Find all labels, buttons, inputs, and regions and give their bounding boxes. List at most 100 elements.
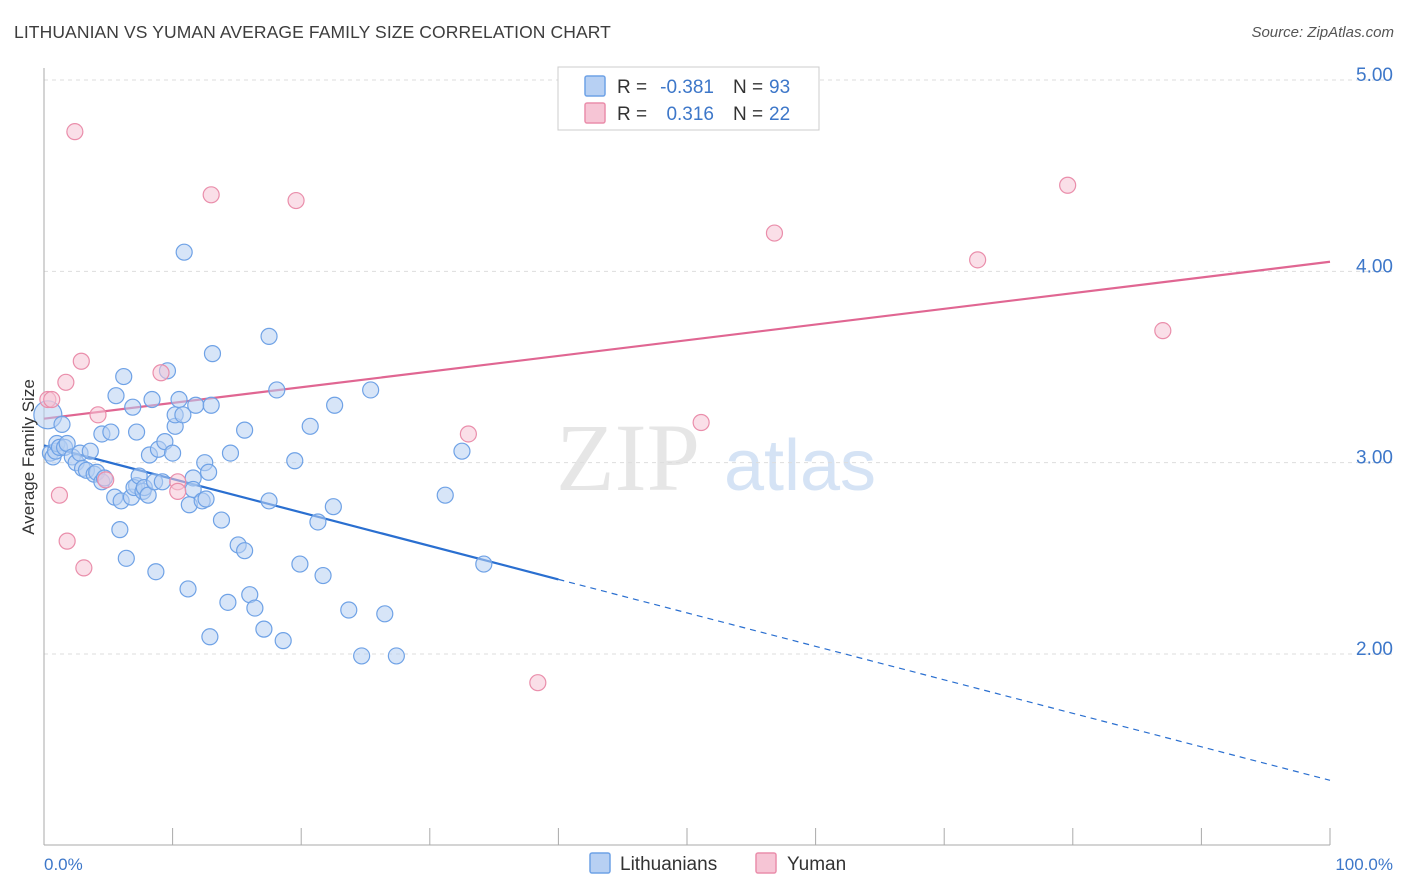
point-lithuanians [236,542,254,560]
point-yuman [50,486,69,504]
point-lithuanians [201,628,219,646]
correlation-legend: R = -0.381 N = 93 R = 0.316 N = 22 [557,66,820,131]
point-yuman [1154,322,1172,340]
point-lithuanians [314,566,332,585]
legend-n-label-2: N = [733,104,763,125]
point-lithuanians [260,327,278,345]
trend-line-lithuanians [43,444,559,581]
y-axis-label: Average Family Size [19,379,38,535]
point-lithuanians [475,555,493,573]
data-points [33,123,1172,692]
y-tick-label: 4.00 [1356,256,1393,277]
point-lithuanians [197,490,215,508]
point-lithuanians [236,421,254,439]
legend-r-label-2: R = [617,104,647,125]
bottom-legend-label-lithuanians: Lithuanians [620,854,717,875]
point-lithuanians [326,396,344,414]
point-lithuanians [127,423,146,441]
point-yuman [75,559,93,577]
point-yuman [89,406,107,424]
legend-n-label-1: N = [733,77,763,98]
point-lithuanians [147,563,165,581]
point-yuman [692,413,710,432]
point-lithuanians [376,605,394,623]
point-lithuanians [274,632,292,650]
chart-title: LITHUANIAN VS YUMAN AVERAGE FAMILY SIZE … [14,22,611,42]
x-tick-label-end: 100.0% [1335,855,1393,874]
trend-line-yuman [43,260,1331,420]
bottom-legend-swatch-lithuanians [589,852,611,874]
legend-swatch-lithuanians [584,75,606,97]
bottom-legend-label-yuman: Yuman [787,854,846,875]
grid [44,79,1392,655]
legend-r-value-1: -0.381 [660,77,714,98]
trend-line-lithuanians-extension [558,578,1331,781]
point-lithuanians [124,398,142,416]
point-yuman [765,224,784,242]
point-yuman [72,352,90,370]
point-yuman [43,390,61,409]
legend-r-value-2: 0.316 [666,104,714,125]
point-lithuanians [174,406,192,424]
point-lithuanians [200,463,218,481]
axes: 2.00 3.00 4.00 5.00 [43,65,1393,846]
bottom-legend-swatch-yuman [755,852,777,874]
point-lithuanians [353,647,371,665]
point-lithuanians [309,513,327,531]
point-lithuanians [117,549,135,567]
point-yuman [57,373,75,391]
point-yuman [1059,176,1077,194]
point-lithuanians [164,444,182,462]
point-yuman [58,532,76,550]
point-lithuanians [143,390,161,409]
point-lithuanians [246,599,264,617]
point-lithuanians [436,486,454,504]
point-lithuanians [175,243,193,261]
point-lithuanians [324,498,342,516]
point-lithuanians [187,396,205,414]
point-lithuanians [170,390,188,409]
point-yuman [202,186,220,204]
point-lithuanians [111,521,129,539]
chart-source: Source: ZipAtlas.com [1251,24,1394,41]
point-lithuanians [203,345,222,363]
point-lithuanians [268,381,286,399]
point-yuman [97,471,115,489]
point-lithuanians [260,492,278,510]
point-lithuanians [53,415,71,433]
legend-r-label-1: R = [617,77,647,98]
point-yuman [287,191,305,210]
point-yuman [66,123,84,141]
legend-n-value-1: 93 [769,77,790,98]
trend-lines [43,260,1331,781]
point-lithuanians [301,417,319,435]
point-lithuanians [286,452,304,470]
y-tick-label: 5.00 [1356,65,1393,86]
watermark-atlas: atlas [724,426,876,506]
point-lithuanians [81,442,99,460]
point-lithuanians [153,473,171,491]
point-lithuanians [221,444,240,462]
legend-n-value-2: 22 [769,104,790,125]
point-lithuanians [453,442,471,460]
point-lithuanians [179,580,197,598]
point-lithuanians [291,555,309,573]
point-yuman [169,482,187,500]
point-lithuanians [255,620,273,638]
point-lithuanians [362,381,380,399]
y-tick-label: 3.00 [1356,448,1393,469]
point-lithuanians [102,423,120,441]
legend-swatch-yuman [584,102,606,124]
point-lithuanians [115,367,133,386]
point-lithuanians [202,396,220,414]
point-yuman [152,364,170,382]
point-yuman [969,251,987,269]
point-lithuanians [340,601,358,619]
point-yuman [459,425,477,443]
y-tick-label: 2.00 [1356,639,1393,660]
point-lithuanians [219,593,237,611]
point-lithuanians [387,647,405,665]
watermark-zip: ZIP [556,404,700,511]
point-yuman [529,674,547,692]
